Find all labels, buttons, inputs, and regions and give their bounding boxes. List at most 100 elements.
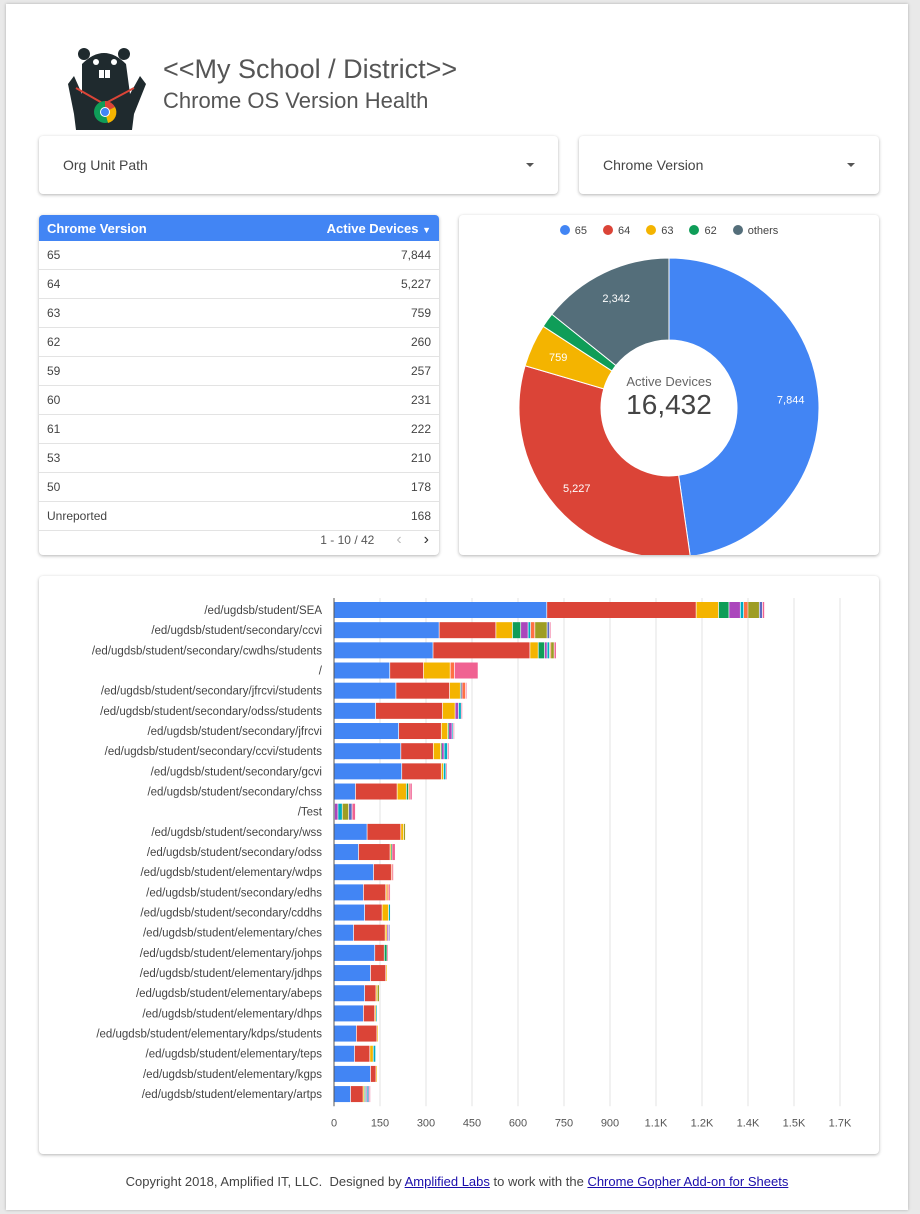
bar-segment[interactable] (453, 723, 455, 740)
bar-segment[interactable] (342, 803, 349, 820)
bar-segment[interactable] (462, 682, 466, 699)
bar-segment[interactable] (350, 1086, 363, 1103)
bar-segment[interactable] (354, 1045, 370, 1062)
bar-segment[interactable] (433, 642, 530, 659)
bar-segment[interactable] (373, 864, 391, 881)
bar-segment[interactable] (465, 682, 467, 699)
bar-segment[interactable] (554, 642, 556, 659)
bar-segment[interactable] (370, 1045, 373, 1062)
org-unit-path-filter[interactable]: Org Unit Path (39, 136, 558, 194)
bar-segment[interactable] (512, 622, 521, 639)
bar-segment[interactable] (376, 1005, 377, 1022)
bar-segment[interactable] (449, 723, 452, 740)
bar-segment[interactable] (387, 884, 389, 901)
bar-segment[interactable] (496, 622, 513, 639)
bar-segment[interactable] (530, 642, 538, 659)
bar-segment[interactable] (389, 884, 391, 901)
bar-segment[interactable] (458, 702, 461, 719)
bar-segment[interactable] (390, 844, 392, 861)
bar-segment[interactable] (441, 763, 444, 780)
bar-segment[interactable] (334, 803, 338, 820)
bar-segment[interactable] (338, 803, 342, 820)
table-row[interactable]: 63 759 (39, 298, 439, 328)
bar-segment[interactable] (367, 823, 401, 840)
bar-segment[interactable] (446, 763, 447, 780)
bar-segment[interactable] (376, 702, 443, 719)
bar-segment[interactable] (461, 702, 463, 719)
bar-segment[interactable] (410, 783, 412, 800)
bar-segment[interactable] (528, 622, 531, 639)
table-row[interactable]: Unreported 168 (39, 501, 439, 531)
bar-segment[interactable] (454, 662, 478, 679)
bar-segment[interactable] (397, 783, 406, 800)
bar-segment[interactable] (368, 1086, 369, 1103)
bar-segment[interactable] (392, 864, 394, 881)
table-row[interactable]: 59 257 (39, 356, 439, 386)
bar-segment[interactable] (370, 1065, 376, 1082)
bar-segment[interactable] (334, 1045, 355, 1062)
bar-segment[interactable] (334, 1005, 364, 1022)
bar-segment[interactable] (334, 844, 359, 861)
bar-segment[interactable] (377, 985, 379, 1002)
bar-segment[interactable] (423, 662, 450, 679)
bar-segment[interactable] (334, 944, 375, 961)
bar-segment[interactable] (363, 884, 386, 901)
bar-segment[interactable] (353, 924, 385, 941)
bar-segment[interactable] (390, 662, 424, 679)
bar-segment[interactable] (334, 1065, 371, 1082)
bar-segment[interactable] (759, 602, 763, 618)
bar-segment[interactable] (386, 965, 387, 982)
bar-segment[interactable] (401, 743, 433, 760)
bar-segment[interactable] (444, 743, 448, 760)
bar-segment[interactable] (349, 803, 352, 820)
bar-segment[interactable] (364, 985, 376, 1002)
bar-segment[interactable] (370, 965, 386, 982)
bar-segment[interactable] (356, 1025, 377, 1042)
prev-page-icon[interactable]: ‹ (396, 531, 402, 548)
bar-segment[interactable] (547, 642, 550, 659)
bar-segment[interactable] (538, 642, 545, 659)
bar-segment[interactable] (334, 1086, 351, 1103)
bar-segment[interactable] (387, 924, 389, 941)
bar-segment[interactable] (334, 602, 547, 618)
bar-segment[interactable] (334, 904, 365, 921)
amplified-labs-link[interactable]: Amplified Labs (404, 1174, 490, 1189)
bar-segment[interactable] (334, 662, 390, 679)
bar-segment[interactable] (460, 682, 462, 699)
bar-segment[interactable] (364, 1086, 366, 1103)
bar-segment[interactable] (376, 1065, 377, 1082)
bar-segment[interactable] (452, 723, 453, 740)
bar-segment[interactable] (363, 1005, 375, 1022)
bar-segment[interactable] (352, 803, 356, 820)
bar-segment[interactable] (449, 682, 460, 699)
bar-segment[interactable] (696, 602, 719, 618)
table-row[interactable]: 65 7,844 (39, 241, 439, 270)
bar-segment[interactable] (334, 1025, 356, 1042)
bar-segment[interactable] (547, 602, 696, 618)
chrome-gopher-link[interactable]: Chrome Gopher Add-on for Sheets (587, 1174, 789, 1189)
table-row[interactable]: 61 222 (39, 414, 439, 444)
bar-segment[interactable] (334, 864, 374, 881)
column-header-active-devices[interactable]: Active Devices ▼ (235, 215, 439, 241)
bar-segment[interactable] (334, 884, 364, 901)
bar-segment[interactable] (365, 1086, 367, 1103)
bar-segment[interactable] (448, 723, 449, 740)
bar-segment[interactable] (382, 904, 389, 921)
bar-segment[interactable] (748, 602, 759, 618)
bar-segment[interactable] (334, 783, 356, 800)
bar-segment[interactable] (762, 602, 765, 618)
table-row[interactable]: 60 231 (39, 385, 439, 415)
bar-segment[interactable] (363, 1086, 365, 1103)
bar-segment[interactable] (396, 682, 450, 699)
bar-segment[interactable] (334, 965, 371, 982)
bar-segment[interactable] (358, 844, 390, 861)
bar-segment[interactable] (384, 944, 387, 961)
bar-segment[interactable] (388, 904, 391, 921)
bar-segment[interactable] (729, 602, 740, 618)
bar-segment[interactable] (392, 844, 395, 861)
bar-segment[interactable] (367, 1086, 368, 1103)
bar-segment[interactable] (442, 702, 455, 719)
bar-segment[interactable] (334, 743, 401, 760)
bar-segment[interactable] (535, 622, 547, 639)
bar-segment[interactable] (530, 622, 535, 639)
